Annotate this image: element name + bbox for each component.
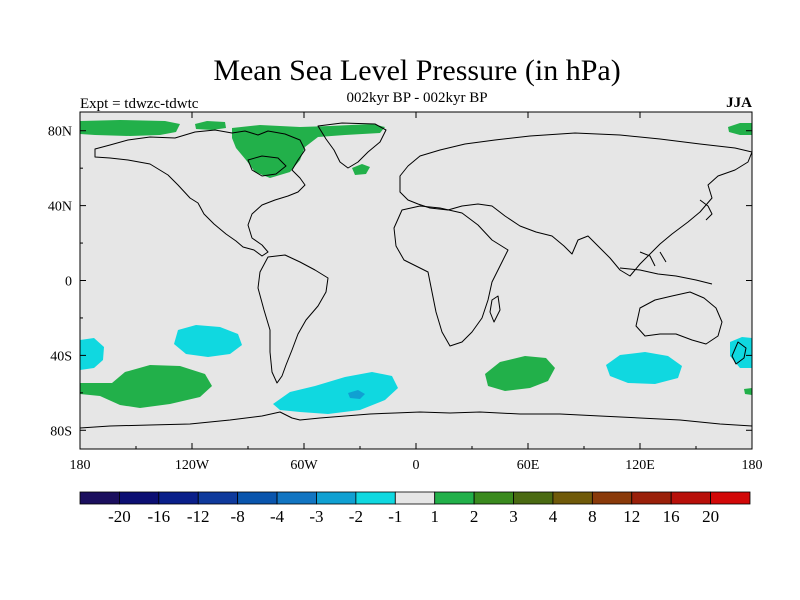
colorbar-label: -12 bbox=[187, 507, 210, 526]
coast-japan bbox=[699, 199, 713, 221]
map-subtitle: 002kyr BP - 002kyr BP bbox=[346, 90, 487, 106]
x-tick: 60E bbox=[517, 112, 540, 473]
anomaly-south-indian-east bbox=[606, 352, 682, 384]
colorbar-label: -1 bbox=[388, 507, 402, 526]
colorbar-swatch bbox=[473, 491, 514, 505]
y-tick-label: 0 bbox=[65, 275, 72, 290]
coast-new-zealand bbox=[731, 341, 747, 365]
x-tick: 120E bbox=[625, 112, 655, 473]
x-tick: 180 bbox=[70, 112, 91, 473]
y-tick: 40N bbox=[48, 200, 752, 215]
colorbar-label: -20 bbox=[108, 507, 131, 526]
season-label: JJA bbox=[726, 95, 752, 111]
colorbar-label: 3 bbox=[509, 507, 518, 526]
colorbar-label: -16 bbox=[147, 507, 170, 526]
coast-south-america bbox=[257, 254, 329, 384]
colorbar-swatch bbox=[158, 491, 199, 505]
y-tick: 0 bbox=[65, 275, 752, 290]
colorbar-label: 4 bbox=[549, 507, 558, 526]
coast-greenland bbox=[317, 122, 387, 169]
x-tick-label: 60W bbox=[290, 458, 318, 473]
y-tick-label: 80N bbox=[48, 125, 72, 140]
colorbar-label: 8 bbox=[588, 507, 597, 526]
colorbar-swatch bbox=[591, 491, 633, 505]
map-title: Mean Sea Level Pressure (in hPa) bbox=[213, 54, 620, 87]
colorbar-label: 12 bbox=[623, 507, 640, 526]
x-tick-label: 60E bbox=[517, 458, 540, 473]
coast-eurasia bbox=[399, 132, 752, 277]
colorbar-swatch bbox=[276, 491, 317, 505]
colorbar-swatch bbox=[119, 491, 160, 505]
x-tick-label: 120W bbox=[175, 458, 210, 473]
colorbar-label: 2 bbox=[470, 507, 479, 526]
anomaly-south-pacific-west-edge bbox=[80, 338, 104, 370]
coastlines bbox=[80, 122, 752, 429]
colorbar-swatch bbox=[79, 491, 120, 505]
colorbar-swatch bbox=[631, 491, 672, 505]
anomaly-arctic-east bbox=[728, 123, 752, 135]
axis-ticks: 180 120W 60W 0 60E 120E 180 80N 40N 0 40S 80S bbox=[48, 112, 763, 473]
colorbar-label: 16 bbox=[663, 507, 680, 526]
coast-australia bbox=[635, 291, 723, 345]
x-tick: 60W bbox=[290, 112, 318, 473]
colorbar-swatch bbox=[434, 491, 475, 505]
experiment-label: Expt = tdwzc-tdwtc bbox=[80, 96, 199, 112]
coast-north-america bbox=[94, 129, 306, 257]
y-tick-label: 80S bbox=[50, 424, 72, 439]
colorbar-label: -8 bbox=[231, 507, 245, 526]
anomaly-labrador bbox=[352, 164, 370, 175]
y-tick-label: 40N bbox=[48, 200, 72, 215]
coast-hudson-bay bbox=[247, 155, 287, 177]
colorbar-label: -3 bbox=[309, 507, 323, 526]
coast-indonesia bbox=[619, 251, 713, 285]
colorbar-swatch bbox=[394, 491, 436, 505]
colorbar-label: 1 bbox=[430, 507, 439, 526]
colorbar-swatch bbox=[355, 491, 396, 505]
anomaly-south-atlantic-midlat bbox=[273, 372, 398, 414]
colorbar-swatch bbox=[710, 491, 751, 505]
x-tick-label: 0 bbox=[413, 458, 420, 473]
x-tick-label: 180 bbox=[742, 458, 763, 473]
anomaly-tasman bbox=[730, 337, 752, 368]
colorbar: -20 -16 -12 -8 -4 -3 -2 -1 1 2 3 4 8 12 16 20 bbox=[79, 491, 751, 526]
x-tick-label: 120E bbox=[625, 458, 655, 473]
y-tick: 80N bbox=[48, 125, 752, 140]
anomaly-layer bbox=[80, 120, 752, 414]
anomaly-south-atlantic-core bbox=[348, 390, 365, 399]
coast-madagascar bbox=[489, 295, 501, 323]
colorbar-label: -4 bbox=[270, 507, 285, 526]
colorbar-swatch bbox=[237, 491, 278, 505]
colorbar-label: 20 bbox=[702, 507, 719, 526]
x-tick: 120W bbox=[175, 112, 210, 473]
coast-antarctica bbox=[80, 411, 752, 429]
y-tick: 80S bbox=[50, 424, 752, 439]
y-tick-label: 40S bbox=[50, 349, 72, 364]
anomaly-north-atlantic-west bbox=[80, 120, 180, 136]
y-tick: 40S bbox=[50, 349, 752, 364]
colorbar-swatch bbox=[513, 491, 554, 505]
coast-africa bbox=[393, 205, 509, 347]
anomaly-south-pacific-subtropical bbox=[174, 325, 242, 357]
x-tick-label: 180 bbox=[70, 458, 91, 473]
colorbar-swatch bbox=[316, 491, 357, 505]
x-tick: 180 bbox=[742, 112, 763, 473]
anomaly-south-indian-west bbox=[485, 356, 555, 391]
colorbar-swatch bbox=[670, 491, 711, 505]
colorbar-swatch bbox=[197, 491, 239, 505]
anomaly-greenland-arctic-2 bbox=[232, 124, 385, 178]
anomaly-south-pacific-midlat bbox=[80, 365, 212, 408]
anomaly-greenland-arctic bbox=[195, 121, 226, 130]
colorbar-label: -2 bbox=[349, 507, 363, 526]
anomaly-tasman-small bbox=[744, 388, 752, 395]
x-tick: 0 bbox=[413, 112, 420, 473]
colorbar-swatch bbox=[552, 491, 593, 505]
